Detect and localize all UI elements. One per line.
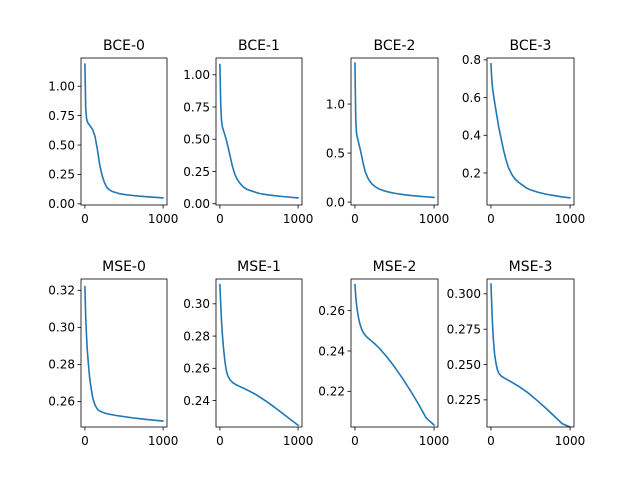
y-tick-label: 1.00 [183, 68, 210, 82]
series-line-7 [490, 283, 571, 428]
axes-frame-6 [350, 278, 439, 428]
y-tick-label: 1.0 [326, 97, 345, 111]
y-tick-label: 0.25 [183, 165, 210, 179]
series-line-3 [490, 62, 571, 199]
y-tick-label: 0.225 [447, 393, 481, 407]
y-tick-label: 0.75 [48, 109, 75, 123]
x-tick-label: 1000 [419, 434, 450, 448]
series-line-1 [219, 63, 299, 199]
y-tick-label: 1.00 [48, 80, 75, 94]
y-tick-label: 0.25 [48, 168, 75, 182]
x-tick-label: 0 [351, 212, 359, 226]
y-tick-label: 0.5 [326, 146, 345, 160]
y-tick-label: 0.250 [447, 358, 481, 372]
subplot-7: MSE-3 0 1000 0.225 0.250 0.275 0.300 [447, 259, 586, 448]
y-tick-label: 0.0 [326, 195, 345, 209]
y-tick-label: 0.6 [462, 91, 481, 105]
x-tick-label: 1000 [419, 212, 450, 226]
x-tick-label: 1000 [148, 212, 179, 226]
x-tick-label: 1000 [555, 212, 586, 226]
x-tick-label: 1000 [148, 434, 179, 448]
y-tick-label: 0.26 [183, 362, 210, 376]
panel-title-5: MSE-1 [237, 259, 281, 275]
y-tick-label: 0.32 [48, 284, 75, 298]
y-tick-label: 0.4 [462, 129, 481, 143]
x-tick-label: 0 [81, 212, 89, 226]
y-tick-label: 0.50 [48, 138, 75, 152]
x-tick-label: 0 [487, 212, 495, 226]
y-tick-label: 0.50 [183, 133, 210, 147]
y-tick-label: 0.30 [48, 321, 75, 335]
subplot-2: BCE-2 0 1000 0.0 0.5 1.0 [326, 38, 449, 226]
axes-frame-3 [486, 57, 575, 206]
x-tick-label: 1000 [283, 212, 314, 226]
y-tick-label: 0.75 [183, 100, 210, 114]
series-line-2 [354, 62, 435, 199]
panel-title-4: MSE-0 [102, 259, 146, 275]
x-tick-label: 0 [216, 212, 224, 226]
y-tick-label: 0.8 [462, 53, 481, 67]
panel-title-6: MSE-2 [373, 259, 417, 275]
y-tick-label: 0.26 [48, 395, 75, 409]
series-line-6 [354, 283, 435, 426]
panel-title-1: BCE-1 [238, 38, 280, 54]
y-tick-label: 0.00 [183, 197, 210, 211]
panel-title-7: MSE-3 [509, 259, 553, 275]
panel-title-0: BCE-0 [103, 38, 145, 54]
x-tick-label: 0 [487, 434, 495, 448]
y-tick-label: 0.26 [318, 304, 345, 318]
axes-frame-7 [486, 278, 575, 428]
panel-title-3: BCE-3 [510, 38, 552, 54]
y-tick-label: 0.00 [48, 197, 75, 211]
series-line-0 [84, 63, 164, 199]
y-tick-label: 0.22 [318, 385, 345, 399]
axes-frame-5 [215, 278, 303, 428]
subplot-4: MSE-0 0 1000 0.26 0.28 0.30 0.32 [48, 259, 178, 448]
subplot-6: MSE-2 0 1000 0.22 0.24 0.26 [318, 259, 449, 448]
series-line-4 [84, 285, 164, 422]
axes-frame-0 [80, 57, 168, 206]
y-tick-label: 0.275 [447, 322, 481, 336]
subplot-1: BCE-1 0 1000 0.00 0.25 0.50 0.75 1.00 [183, 38, 313, 226]
y-tick-label: 0.24 [183, 394, 210, 408]
subplot-3: BCE-3 0 1000 0.2 0.4 0.6 0.8 [462, 38, 585, 226]
y-tick-label: 0.28 [48, 358, 75, 372]
x-tick-label: 0 [81, 434, 89, 448]
y-tick-label: 0.300 [447, 287, 481, 301]
y-tick-label: 0.30 [183, 297, 210, 311]
x-tick-label: 0 [216, 434, 224, 448]
panel-title-2: BCE-2 [374, 38, 416, 54]
series-line-5 [219, 283, 299, 427]
subplot-5: MSE-1 0 1000 0.24 0.26 0.28 0.30 [183, 259, 313, 448]
x-tick-label: 1000 [283, 434, 314, 448]
x-tick-label: 1000 [555, 434, 586, 448]
y-tick-label: 0.2 [462, 166, 481, 180]
axes-frame-1 [215, 57, 303, 206]
axes-frame-2 [350, 57, 439, 206]
y-tick-label: 0.28 [183, 329, 210, 343]
x-tick-label: 0 [351, 434, 359, 448]
y-tick-label: 0.24 [318, 344, 345, 358]
subplot-0: BCE-0 0 1000 0.00 0.25 0.50 0.75 1.00 [48, 38, 178, 226]
axes-frame-4 [80, 278, 168, 428]
